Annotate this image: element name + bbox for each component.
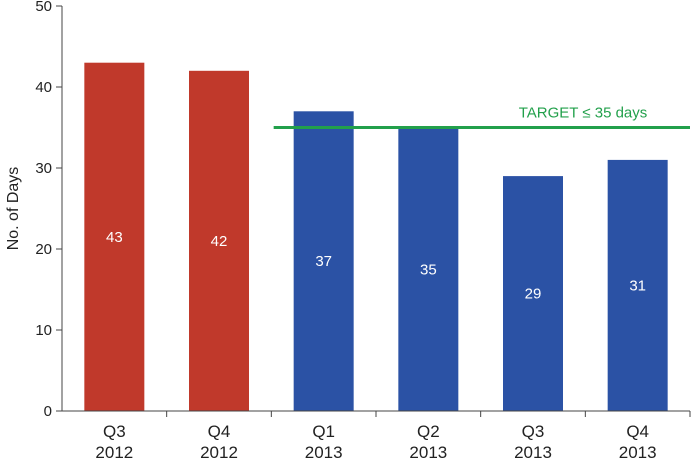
y-tick-label: 0 (44, 403, 52, 420)
data-labels: 43 42 37 35 29 31 (106, 229, 646, 303)
bar (84, 62, 145, 411)
data-label: 42 (211, 233, 228, 250)
y-tick-label: 50 (35, 0, 52, 15)
x-axis-ticks: Q3 2012 Q4 2012 Q1 2013 Q2 2013 Q3 2013 Q4 2013 (95, 411, 691, 462)
data-label: 35 (420, 261, 437, 278)
x-tick-label: 2013 (409, 443, 447, 462)
data-label: 31 (629, 277, 646, 294)
y-tick-label: 40 (35, 79, 52, 96)
x-tick-label: Q1 (312, 422, 335, 441)
bar (503, 176, 563, 411)
x-tick-label: Q3 (522, 422, 545, 441)
x-tick-label: 2013 (619, 443, 657, 462)
bars (84, 62, 668, 412)
x-tick-label: Q4 (208, 422, 231, 441)
x-tick-label: Q3 (103, 422, 126, 441)
x-tick-label: Q2 (417, 422, 440, 441)
bar (607, 159, 668, 411)
target-label: TARGET ≤ 35 days (519, 105, 648, 122)
data-label: 43 (106, 229, 123, 246)
y-axis-ticks: 0 10 20 30 40 50 (35, 0, 62, 420)
bar (293, 111, 354, 412)
x-tick-label: 2012 (95, 443, 133, 462)
bar (189, 70, 249, 412)
data-label: 37 (315, 253, 332, 270)
x-tick-label: Q4 (626, 422, 649, 441)
y-tick-label: 30 (35, 160, 52, 177)
x-tick-label: 2013 (305, 443, 343, 462)
y-axis-title: No. of Days (5, 167, 22, 251)
bar (398, 127, 459, 411)
y-tick-label: 10 (35, 322, 52, 339)
data-label: 29 (525, 286, 542, 303)
x-tick-label: 2013 (514, 443, 552, 462)
y-tick-label: 20 (35, 241, 52, 258)
x-tick-label: 2012 (200, 443, 238, 462)
